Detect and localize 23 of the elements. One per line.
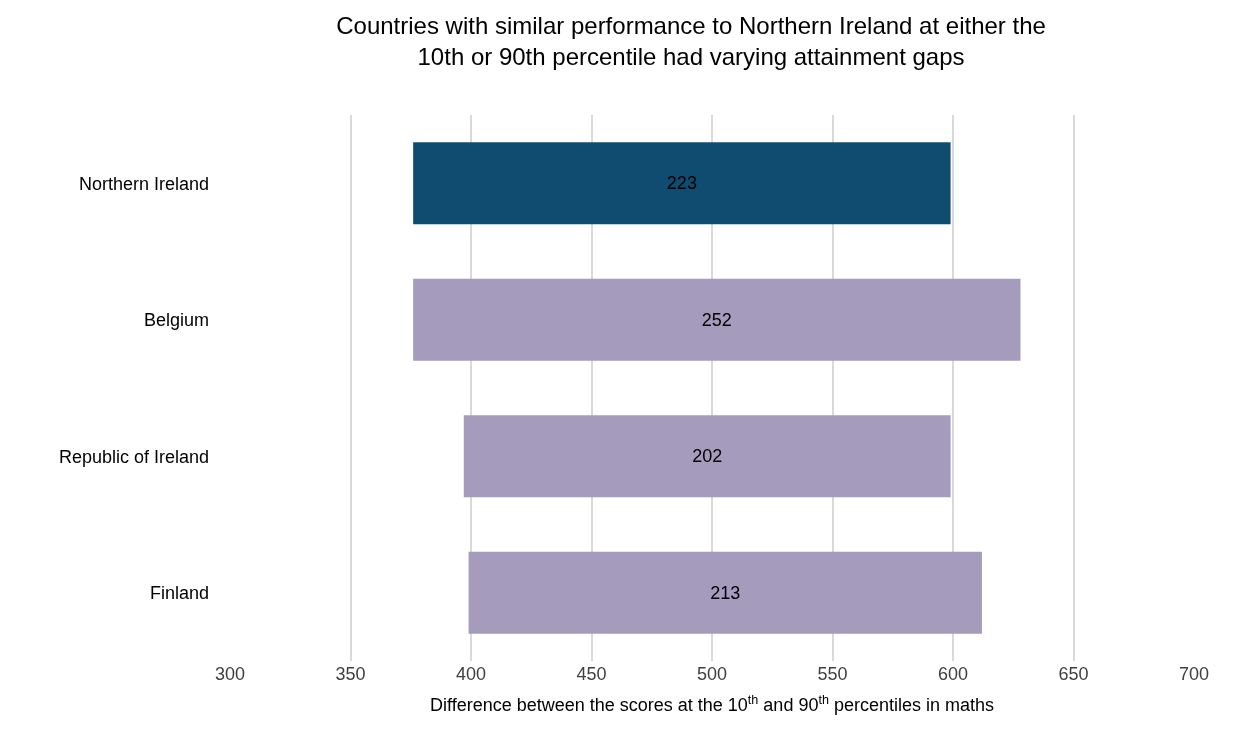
y-tick-label: Belgium — [143, 310, 209, 331]
y-tick-label: Republic of Ireland — [58, 446, 209, 467]
chart-title: Countries with similar performance to Northern Ireland at either the 10th or 90th percentile had varying attainment gaps — [336, 11, 1046, 70]
x-tick-label: 300 — [214, 664, 246, 684]
bar — [413, 278, 1021, 361]
data-label: 202 — [692, 446, 723, 467]
data-label: 213 — [710, 582, 741, 603]
x-tick-label: 450 — [576, 664, 607, 684]
data-label: 252 — [701, 309, 732, 330]
x-tick-label: 600 — [937, 664, 969, 684]
x-tick-label: 350 — [335, 664, 366, 684]
x-tick-label: 400 — [455, 664, 487, 684]
x-axis-title: Difference between the scores at the 10$^{th}$ and 90$^{th}$ percentiles in maths — [429, 692, 995, 716]
x-tick-label: 550 — [817, 664, 848, 684]
y-tick-label: Finland — [149, 583, 209, 604]
bar — [463, 415, 951, 498]
bar — [413, 142, 951, 225]
y-tick-label: Northern Ireland — [78, 173, 209, 194]
data-label: 223 — [666, 173, 697, 194]
x-tick-label: 500 — [696, 664, 728, 684]
bar — [468, 551, 982, 634]
x-tick-label: 650 — [1058, 664, 1089, 684]
x-tick-label: 700 — [1178, 664, 1210, 684]
